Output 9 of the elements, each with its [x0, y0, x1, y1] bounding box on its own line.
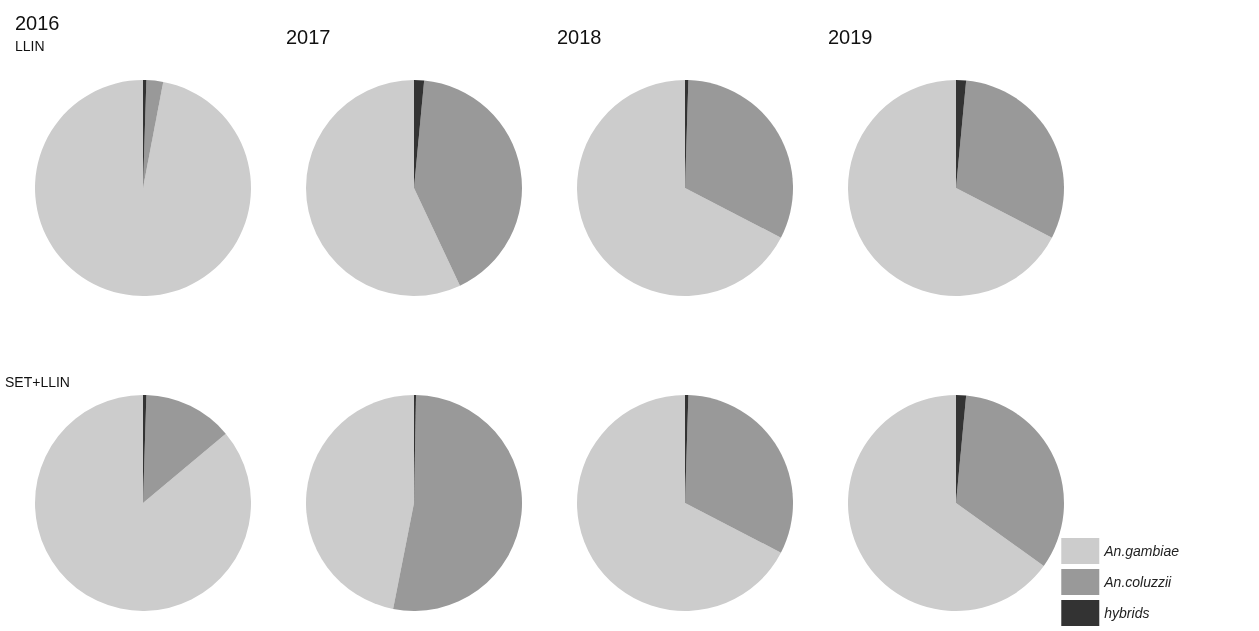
chart-title: 2018 [557, 26, 602, 48]
chart-title: 2019 [828, 26, 873, 48]
legend-label: hybrids [1104, 605, 1150, 621]
chart-title: SET+LLIN [5, 374, 70, 390]
chart-title: 2017 [286, 26, 331, 48]
chart-title: 2016 [15, 12, 60, 34]
chart-subtitle: LLIN [15, 38, 45, 54]
legend-label: An.gambiae [1103, 543, 1180, 559]
legend-label: An.coluzzii [1103, 574, 1173, 590]
